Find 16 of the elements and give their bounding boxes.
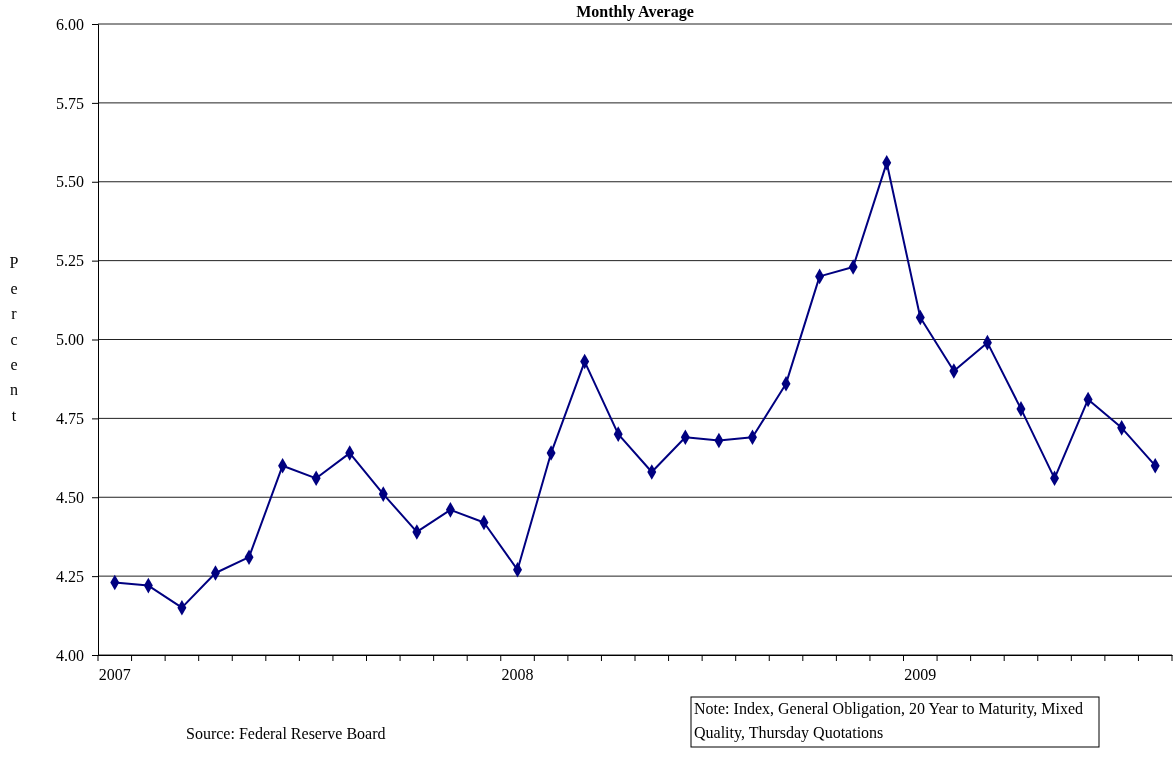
chart-title: Monthly Average [576,3,694,21]
text: Note: Index, General Obligation, 20 Year to Maturity, Mixed Quality, Thursday Quotations [694,700,1084,742]
y-tick-label: 4.25 [56,567,84,585]
y-tick-label: 5.50 [56,173,84,191]
source-note: Source: Federal Reserve Board [186,725,386,742]
y-tick-label: 4.00 [56,646,84,664]
x-tick-label: 2008 [501,666,534,684]
y-axis-title: Percent [9,254,19,424]
y-tick-label: 5.75 [56,94,84,112]
y-tick-label: 4.50 [56,488,84,506]
x-tick-label: 2007 [98,666,131,684]
y-tick-label: 5.00 [56,331,84,349]
y-tick-label: 6.00 [56,15,84,33]
y-tick-label: 5.25 [56,252,84,270]
y-tick-label: 4.75 [56,409,84,427]
x-tick-label: 2009 [904,666,937,684]
